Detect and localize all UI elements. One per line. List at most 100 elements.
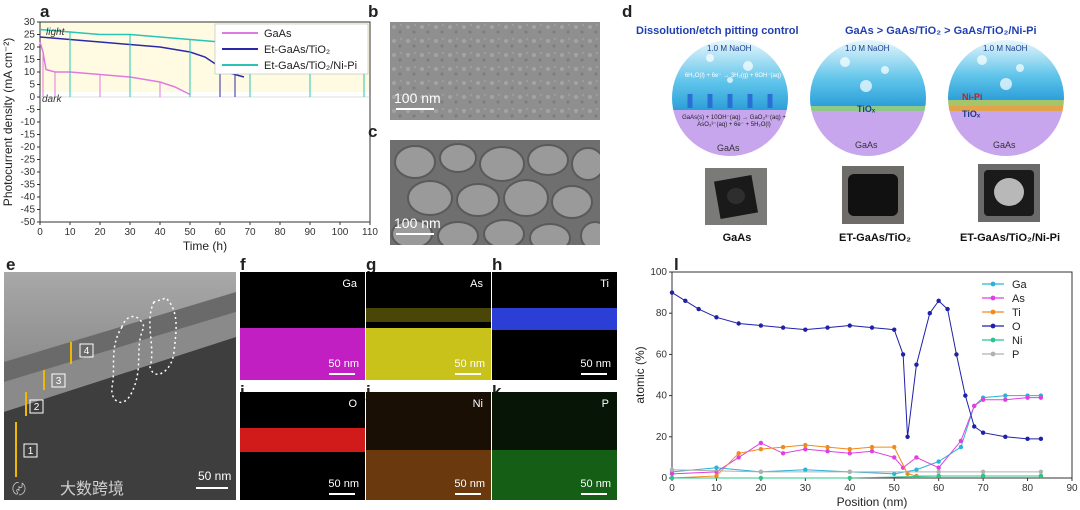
data-point-o [847,323,852,328]
scale-bar-c [396,233,434,235]
naoh-label-1: 1.0 M NaOH [707,44,752,53]
data-point-o [972,424,977,429]
marker-4: 4 [84,346,90,357]
panel-label-d: d [622,2,633,21]
eds-map-o: O 50 nm [240,392,365,500]
data-point-as [780,451,786,456]
data-point-ga [936,459,941,464]
data-point-o [758,323,764,328]
legend-et-gaas-tio2: Et-GaAs/TiO₂ [264,44,330,56]
data-point-o [927,311,932,316]
panel-label-b: b [368,2,379,21]
data-point-as [758,440,764,446]
scale-bar-i [329,493,355,495]
stem-image-e: 4 3 2 1 50 nm 大数跨境 〄 [4,272,236,500]
y-tick-label: 30 [24,17,36,28]
x-tick-label: 80 [1022,483,1034,494]
data-point-ni [1038,473,1044,479]
data-point-p [1038,469,1044,475]
chart-a-xlabel: Time (h) [183,239,227,253]
data-point-ga [803,467,808,472]
series-line-ga [671,395,1041,475]
x-tick-label: 100 [332,227,349,238]
sample-photo-gaas-tio2-nipi [978,164,1040,222]
marker-box-3 [51,373,66,388]
data-point-as [669,471,675,477]
legend-et-gaas-tio2-nipi: Et-GaAs/TiO₂/Ni-Pi [264,60,357,72]
sem-image-c: 100 nm [390,140,600,245]
x-tick-label: 20 [755,483,767,494]
data-point-o [825,325,830,330]
x-tick-label: 110 [362,227,378,238]
x-tick-label: 90 [1066,483,1078,494]
legend-marker-p [990,351,996,357]
data-point-o [736,321,741,326]
series-line-ni [672,475,1041,479]
y-tick-label: -45 [21,205,36,216]
data-point-p [936,469,941,475]
y-tick-label: 100 [650,267,667,278]
chart-l-xlabel: Position (nm) [837,495,908,509]
watermark-text: 大数跨境 [60,479,124,498]
data-point-as [847,451,852,456]
y-tick-label: 15 [24,55,36,66]
data-point-ti [847,446,852,452]
scale-text-f: 50 nm [328,358,359,370]
x-tick-label: 60 [214,227,226,238]
caption-et-gaas-tio2: ET-GaAs/TiO₂ [839,232,911,244]
data-point-ga [914,467,919,472]
data-point-o [1003,434,1008,439]
series-line-p [671,469,1041,473]
circle-gaas [672,40,788,156]
data-point-o [892,327,897,332]
eds-map-ti: Ti 50 nm [492,272,617,380]
y-tick-label: -5 [26,105,35,116]
nipi-label-3: Ni-Pi [962,92,983,102]
eds-map-as: As 50 nm [366,272,491,380]
light-label: light [46,27,66,38]
data-point-o [696,306,701,312]
sem-texture-b [390,22,600,120]
pd-circles [672,40,1064,156]
y-tick-label: -40 [21,192,36,203]
panel-label-e: e [6,255,16,274]
gaas-label-3: GaAs [993,140,1016,150]
data-point-as [936,465,941,470]
panel-label-l: l [674,255,679,274]
x-tick-label: 70 [244,227,256,238]
pd-title-right: GaAs > GaAs/TiO₂ > GaAs/TiO₂/Ni-Pi [845,25,1037,37]
dashed-region-1 [111,315,145,404]
scale-bar-h [581,373,607,375]
data-point-o [914,362,919,367]
sem-image-b: 100 nm [390,22,600,120]
data-point-as [1003,397,1008,402]
data-point-ni [980,473,986,479]
scale-text-i: 50 nm [328,478,359,490]
element-ti: Ti [600,278,609,290]
tiox-label-2: TiOₓ [857,104,876,114]
reaction-1: 6H₂O(l) + 6e⁻ → 3H₂(g) + 6OH⁻(aq) [684,73,782,79]
data-point-o [1038,436,1044,442]
eds-map-ni: Ni 50 nm [366,392,491,500]
data-point-o [780,325,786,330]
data-point-o [945,306,950,312]
y-tick-label: -50 [21,217,36,228]
marker-2: 2 [34,402,40,413]
legend-gaas: GaAs [264,28,292,40]
data-point-o [963,393,968,398]
x-tick-label: 60 [933,483,945,494]
y-tick-label: 20 [24,42,36,53]
data-point-ti [736,451,741,456]
data-point-as [980,397,986,402]
data-point-as [736,455,741,460]
y-tick-label: 5 [29,80,35,91]
marker-box-4 [79,343,94,358]
x-tick-label: 0 [669,483,675,494]
data-point-ni [936,473,941,479]
dark-label: dark [42,94,62,105]
legend-marker-ti [990,309,996,315]
scale-text-c: 100 nm [394,215,441,231]
tiox-label-3: TiOₓ [962,109,981,119]
marker-box-1 [23,443,38,458]
data-point-o [936,298,941,304]
